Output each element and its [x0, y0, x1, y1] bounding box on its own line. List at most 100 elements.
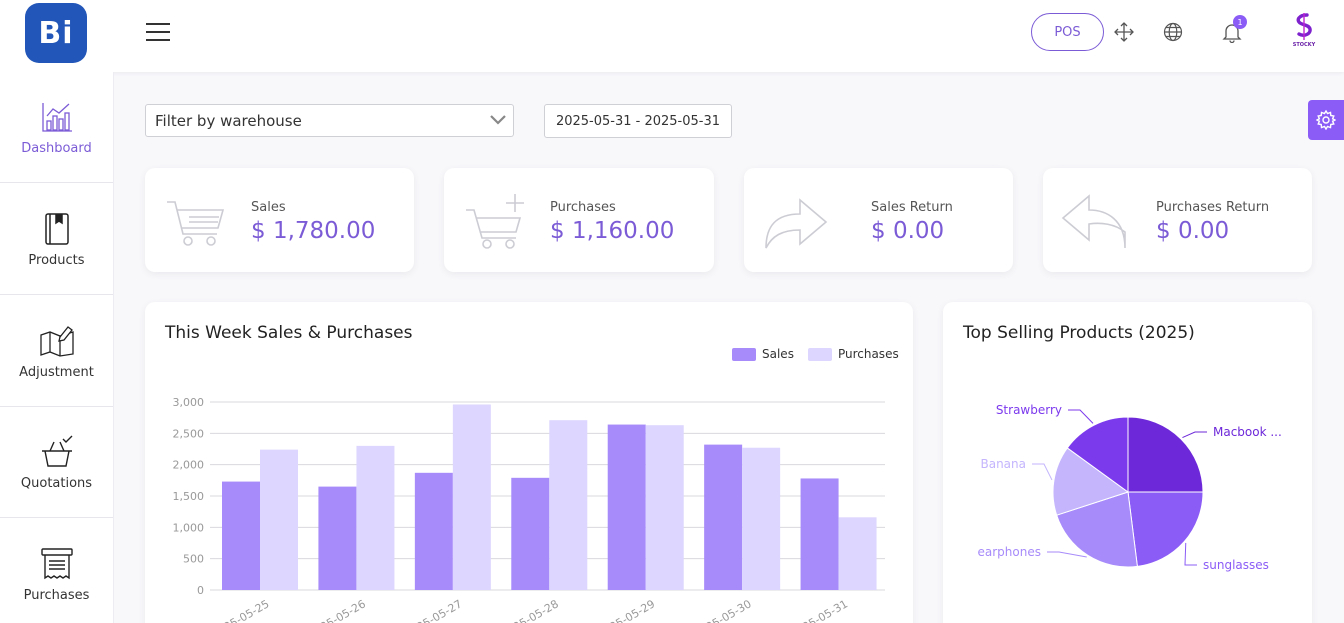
cart-icon: [163, 190, 229, 250]
stat-value: $ 0.00: [871, 218, 945, 244]
bar-sales[interactable]: [511, 477, 550, 590]
pie-slice-label: sunglasses: [1203, 558, 1269, 572]
warehouse-filter-select[interactable]: Filter by warehouse: [145, 104, 514, 137]
stat-value: $ 0.00: [1156, 218, 1230, 244]
stat-title: Sales Return: [871, 200, 953, 215]
pie-slice-label: Macbook ...: [1213, 425, 1282, 439]
y-tick-label: 2,000: [173, 459, 205, 472]
chart-title: This Week Sales & Purchases: [165, 323, 413, 343]
stat-card-sales[interactable]: Sales $ 1,780.00: [145, 168, 414, 272]
sidebar-item-label: Dashboard: [21, 140, 92, 156]
cart-plus-icon: [462, 190, 528, 250]
top-bar: Bi POS 1 STOCKY: [0, 0, 1344, 72]
user-avatar[interactable]: STOCKY: [1288, 13, 1320, 51]
bar-sales[interactable]: [318, 486, 357, 590]
bar-sales[interactable]: [800, 478, 839, 590]
bar-purchases[interactable]: [260, 449, 298, 590]
stat-title: Purchases: [550, 200, 616, 215]
pie-label-line: [1184, 542, 1197, 566]
bar-purchases[interactable]: [356, 445, 395, 590]
pie-label-line: [1047, 551, 1087, 558]
pie-label-line: [1068, 409, 1094, 424]
pie-slice[interactable]: [1056, 491, 1138, 568]
y-tick-label: 3,000: [173, 396, 205, 409]
sidebar: Dashboard Products Adjustment: [0, 72, 114, 623]
bar-purchases[interactable]: [452, 404, 491, 590]
stat-title: Sales: [251, 200, 286, 215]
x-tick-label: 2025-05-31: [788, 597, 850, 623]
pos-button[interactable]: POS: [1031, 13, 1104, 51]
bar-sales[interactable]: [414, 472, 453, 590]
pie-slice[interactable]: [1127, 491, 1204, 567]
y-tick-label: 1,500: [173, 490, 205, 503]
sidebar-item-label: Products: [28, 252, 85, 268]
stat-value: $ 1,160.00: [550, 218, 675, 244]
sidebar-item-label: Adjustment: [19, 364, 94, 380]
sidebar-item-label: Quotations: [20, 475, 93, 491]
stat-card-purchases-return[interactable]: Purchases Return $ 0.00: [1043, 168, 1312, 272]
stat-title: Purchases Return: [1156, 200, 1270, 215]
pie-slice-label: Banana: [980, 457, 1026, 471]
stat-card-sales-return[interactable]: Sales Return $ 0.00: [744, 168, 1013, 272]
legend-label-purchases[interactable]: Purchases: [837, 347, 899, 361]
map-edit-icon: [39, 323, 75, 359]
avatar-label: STOCKY: [1292, 42, 1316, 48]
basket-check-icon: [39, 434, 75, 470]
bar-chart: 3,000 2,500 2,000 1,500 1,000 500 0 2025-05-25 2…: [173, 396, 885, 623]
pie-chart: Macbook ... sunglasses earphones Banana Stra…: [978, 403, 1282, 572]
x-tick-label: 2025-05-26: [306, 597, 368, 623]
notification-badge: 1: [1233, 15, 1247, 29]
bar-sales[interactable]: [704, 444, 743, 590]
sidebar-item-products[interactable]: Products: [0, 184, 113, 295]
bar-purchases[interactable]: [838, 517, 877, 590]
bar-sales[interactable]: [607, 424, 646, 590]
top-products-card: Top Selling Products (2025) Macbook ... s…: [943, 302, 1312, 623]
y-tick-label: 1,000: [173, 521, 205, 534]
pie-slice[interactable]: [1127, 416, 1204, 493]
legend-swatch-purchases: [807, 347, 832, 361]
pie-slice[interactable]: [1066, 416, 1129, 493]
bar-purchases[interactable]: [549, 420, 588, 590]
dashboard-chart-icon: [39, 99, 75, 135]
receipt-icon: [39, 546, 75, 582]
pie-slice-label: Strawberry: [996, 403, 1062, 417]
pie-slice-label: earphones: [978, 545, 1041, 559]
sidebar-item-adjustment[interactable]: Adjustment: [0, 296, 113, 407]
y-tick-label: 2,500: [173, 427, 205, 440]
stat-card-purchases[interactable]: Purchases $ 1,160.00: [444, 168, 714, 272]
weekly-chart-card: This Week Sales & Purchases Sales Purcha…: [145, 302, 913, 623]
app-logo[interactable]: Bi: [25, 3, 87, 63]
y-tick-label: 0: [197, 584, 204, 597]
pie-slice[interactable]: [1052, 447, 1130, 516]
x-tick-label: 2025-05-27: [402, 597, 464, 623]
bar-sales[interactable]: [222, 481, 260, 590]
x-tick-label: 2025-05-30: [692, 597, 754, 623]
sidebar-item-label: Purchases: [23, 587, 90, 603]
bar-purchases[interactable]: [742, 447, 781, 590]
sidebar-item-quotations[interactable]: Quotations: [0, 407, 113, 518]
chevron-down-icon: [489, 113, 507, 131]
chart-legend: Sales Purchases: [732, 347, 899, 361]
pie-label-line: [1032, 463, 1053, 481]
x-tick-label: 2025-05-28: [499, 597, 561, 623]
x-tick-label: 2025-05-25: [210, 597, 272, 623]
bar-purchases[interactable]: [645, 425, 684, 590]
stat-value: $ 1,780.00: [251, 218, 376, 244]
sidebar-item-dashboard[interactable]: Dashboard: [0, 72, 113, 183]
menu-toggle-icon[interactable]: [146, 23, 170, 41]
pie-chart-title: Top Selling Products (2025): [963, 323, 1195, 343]
warehouse-filter-value: Filter by warehouse: [155, 111, 302, 130]
settings-gear-icon[interactable]: [1308, 100, 1344, 140]
globe-icon[interactable]: [1161, 20, 1185, 44]
y-tick-label: 500: [183, 553, 204, 566]
book-icon: [39, 211, 75, 247]
fullscreen-arrows-icon[interactable]: [1112, 20, 1136, 44]
arrow-forward-icon: [762, 190, 828, 250]
pie-label-line: [1182, 431, 1207, 439]
x-tick-label: 2025-05-29: [595, 597, 657, 623]
sidebar-item-purchases[interactable]: Purchases: [0, 519, 113, 623]
arrow-back-icon: [1061, 190, 1127, 250]
legend-swatch-sales: [732, 347, 756, 361]
date-range-picker[interactable]: 2025-05-31 - 2025-05-31: [544, 104, 732, 138]
legend-label-sales[interactable]: Sales: [762, 347, 794, 361]
